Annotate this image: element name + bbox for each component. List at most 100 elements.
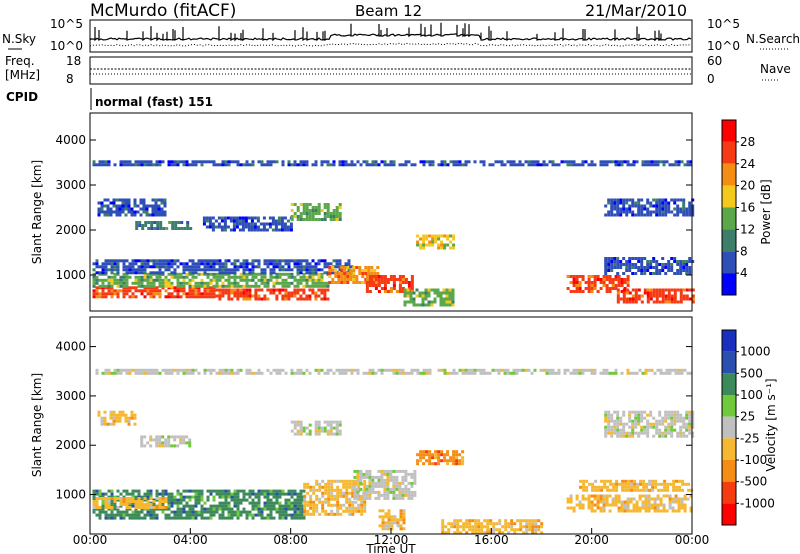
heatmap-cell [614, 275, 618, 278]
heatmap-cell [483, 519, 487, 523]
heatmap-cell [661, 201, 665, 205]
heatmap-cell [309, 488, 313, 492]
heatmap-cell [176, 272, 180, 276]
heatmap-cell [619, 210, 623, 214]
heatmap-cell [646, 266, 650, 269]
heatmap-cell [551, 163, 555, 167]
heatmap-cell [560, 160, 564, 164]
heatmap-cell [613, 207, 617, 211]
heatmap-cell [416, 453, 420, 457]
heatmap-cell [236, 291, 240, 295]
heatmap-cell [293, 262, 297, 266]
heatmap-cell [326, 423, 330, 427]
heatmap-cell [332, 160, 336, 164]
heatmap-cell [670, 410, 674, 414]
heatmap-cell [281, 288, 285, 292]
heatmap-cell [280, 228, 284, 232]
heatmap-cell [443, 163, 447, 167]
heatmap-cell [128, 507, 132, 511]
heatmap-cell [404, 281, 408, 284]
heatmap-cell [617, 163, 621, 167]
heatmap-cell [644, 160, 648, 164]
heatmap-cell [321, 485, 325, 489]
heatmap-cell [688, 288, 692, 292]
heatmap-cell [527, 368, 531, 372]
heatmap-cell [398, 281, 402, 284]
heatmap-cell [644, 503, 648, 507]
heatmap-cell [140, 268, 144, 272]
heatmap-cell [103, 416, 107, 420]
heatmap-cell [607, 425, 611, 429]
heatmap-cell [122, 510, 126, 514]
heatmap-cell [504, 528, 508, 532]
heatmap-cell [124, 413, 128, 417]
heatmap-cell [364, 266, 368, 269]
heatmap-cell [315, 506, 319, 510]
heatmap-cell [416, 368, 420, 372]
heatmap-cell [617, 284, 621, 287]
heatmap-cell [392, 160, 396, 164]
heatmap-cell [676, 263, 680, 266]
heatmap-cell [218, 271, 222, 275]
heatmap-cell [661, 300, 665, 304]
heatmap-cell [383, 490, 387, 494]
heatmap-cell [293, 423, 297, 427]
heatmap-cell [421, 303, 425, 307]
heatmap-cell [272, 160, 276, 164]
heatmap-cell [519, 519, 523, 523]
heatmap-cell [101, 510, 105, 514]
heatmap-cell [154, 204, 158, 208]
heatmap-cell [419, 243, 423, 247]
heatmap-cell [257, 498, 261, 502]
heatmap-cell [312, 512, 316, 516]
heatmap-cell [522, 525, 526, 529]
heatmap-cell [402, 515, 406, 519]
heatmap-cell [251, 268, 255, 272]
heatmap-cell [664, 413, 668, 417]
freq-right-tick-high: 60 [707, 54, 722, 68]
heatmap-cell [275, 297, 279, 301]
heatmap-cell [664, 434, 668, 438]
heatmap-cell [317, 284, 321, 288]
heatmap-cell [245, 160, 249, 164]
heatmap-cell [302, 284, 306, 288]
heatmap-cell [637, 434, 641, 438]
heatmap-cell [474, 522, 478, 526]
heatmap-cell [194, 289, 198, 293]
heatmap-cell [262, 228, 266, 232]
heatmap-cell [311, 206, 315, 209]
heatmap-cell [104, 371, 108, 375]
heatmap-cell [647, 497, 651, 501]
heatmap-cell [92, 506, 96, 509]
heatmap-cell [619, 297, 623, 301]
heatmap-cell [343, 266, 347, 269]
heatmap-cell [206, 292, 210, 296]
heatmap-band [140, 435, 192, 448]
heatmap-cell [160, 207, 164, 211]
heatmap-cell [182, 284, 186, 288]
heatmap-cell [303, 494, 307, 498]
heatmap-cell [425, 371, 429, 375]
heatmap-cell [269, 498, 273, 502]
heatmap-cell [116, 278, 120, 282]
heatmap-cell [158, 284, 162, 288]
heatmap-cell [149, 278, 153, 282]
heatmap-cell [254, 507, 258, 511]
heatmap-cell [344, 163, 348, 167]
heatmap-cell [328, 272, 332, 275]
heatmap-cell [155, 506, 159, 509]
heatmap-cell [351, 512, 355, 516]
heatmap-cell [221, 275, 225, 279]
heatmap-cell [155, 371, 159, 375]
heatmap-cell [92, 262, 96, 266]
heatmap-cell [638, 497, 642, 501]
heatmap-cell [191, 292, 195, 296]
heatmap-cell [269, 489, 273, 493]
heatmap-cell [661, 431, 665, 435]
heatmap-cell [296, 291, 300, 295]
heatmap-cell [399, 515, 403, 519]
heatmap-cell [218, 265, 222, 269]
heatmap-cell [244, 216, 248, 220]
heatmap-cell [616, 263, 620, 266]
heatmap-cell [348, 512, 352, 516]
